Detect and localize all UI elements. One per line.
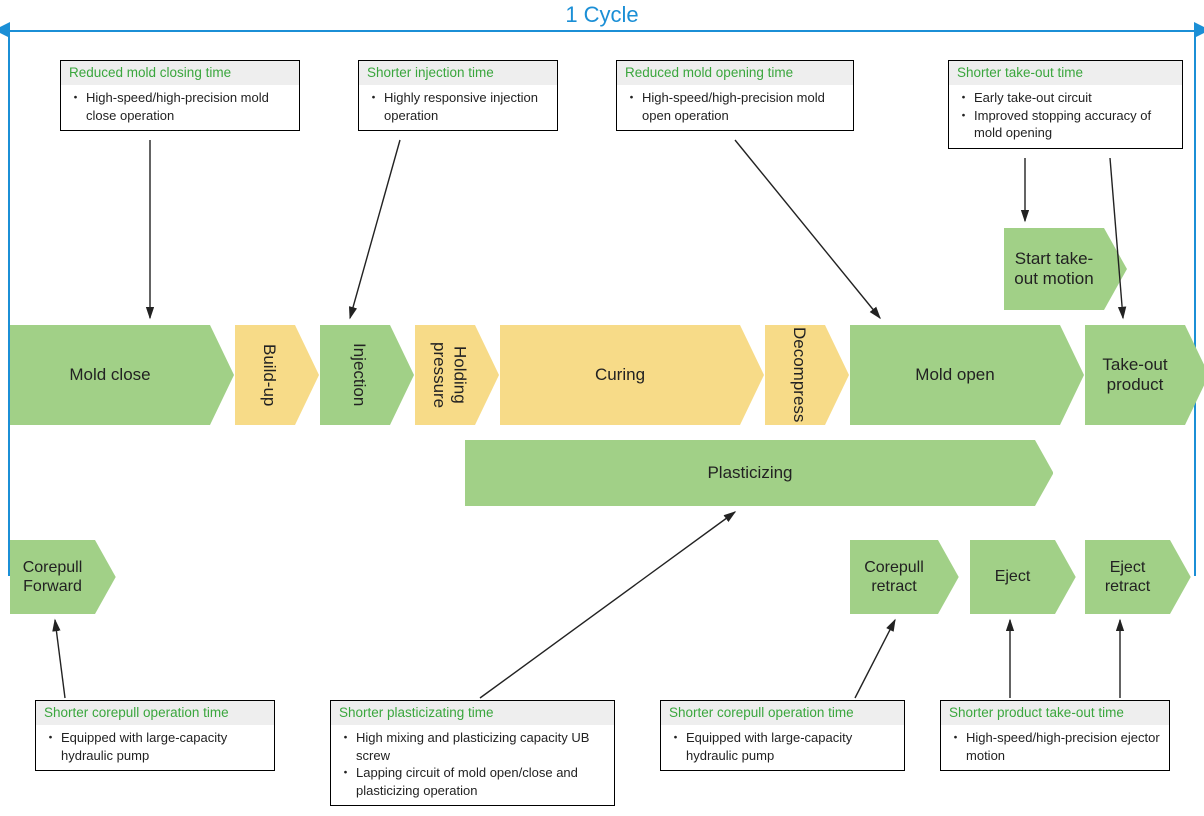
connector-layer bbox=[0, 0, 1204, 816]
